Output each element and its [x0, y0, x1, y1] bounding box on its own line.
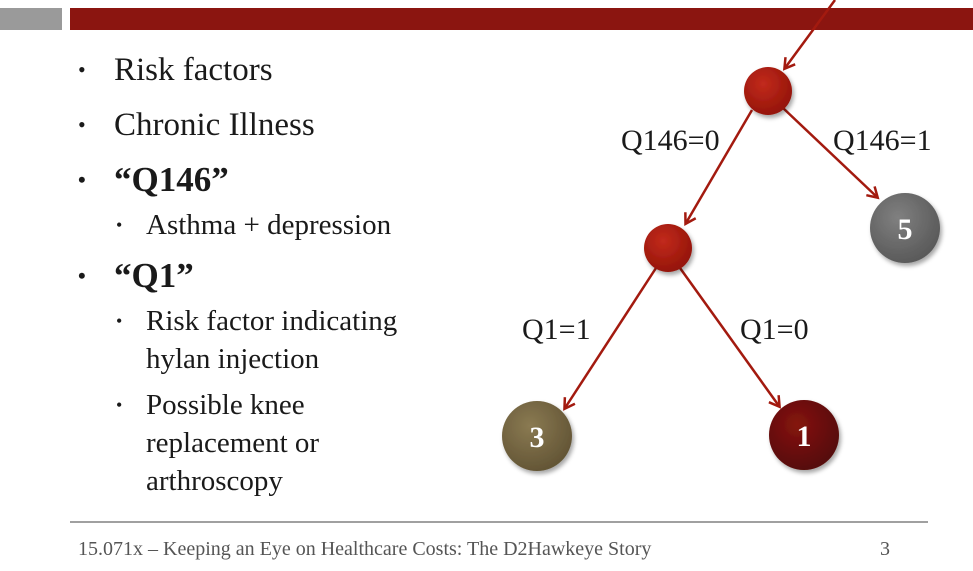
bullet-text: Chronic Illness	[114, 107, 315, 143]
bullet-dot: •	[116, 215, 123, 235]
sub-bullet-q1-knee: • Possible knee replacement or arthrosco…	[78, 386, 508, 500]
edge-mid-right	[678, 267, 779, 406]
page-number: 3	[880, 538, 890, 560]
bullet-chronic-illness: • Chronic Illness	[78, 105, 508, 145]
header-red-bar	[70, 8, 973, 30]
footer-divider	[70, 521, 928, 523]
leaf-node-3	[502, 401, 572, 471]
leaf-node-1	[769, 400, 839, 470]
leaf-label-3: 3	[530, 421, 545, 454]
leaf-label-5: 5	[898, 213, 913, 246]
bullet-text: “Q1”	[114, 256, 194, 295]
bullet-dot: •	[78, 167, 86, 192]
leaf-node-5	[870, 193, 940, 263]
edge-mid-left	[565, 267, 658, 408]
bullet-dot: •	[116, 311, 123, 331]
split-node-mid	[644, 224, 692, 272]
leaf-label-1: 1	[797, 420, 812, 453]
edge-label-q1-1: Q1=1	[522, 313, 591, 346]
bullet-list: • Risk factors • Chronic Illness • “Q146…	[78, 50, 508, 508]
bullet-q146: • “Q146”	[78, 160, 508, 200]
bullet-text-line1: Possible knee	[146, 389, 305, 421]
edge-label-q146-0: Q146=0	[621, 124, 720, 157]
edge-incoming	[785, 0, 837, 68]
bullet-text-line2: hylan injection	[146, 343, 320, 375]
bullet-dot: •	[78, 112, 86, 137]
footer-title: 15.071x – Keeping an Eye on Healthcare C…	[78, 538, 652, 560]
sub-bullet-q1-risk: • Risk factor indicating hylan injection	[78, 302, 508, 378]
header-gray-bar	[0, 8, 62, 30]
bullet-dot: •	[78, 57, 86, 82]
sub-bullet-q146: • Asthma + depression	[78, 206, 508, 244]
bullet-text: Asthma + depression	[146, 209, 392, 241]
edge-label-q1-0: Q1=0	[740, 313, 809, 346]
bullet-text: Risk factors	[114, 52, 273, 88]
edge-root-left	[686, 109, 754, 223]
bullet-dot: •	[78, 263, 86, 288]
bullet-text-line3: arthroscopy	[146, 465, 283, 497]
bullet-risk-factors: • Risk factors	[78, 50, 508, 90]
edge-label-q146-1: Q146=1	[833, 124, 932, 157]
bullet-dot: •	[116, 395, 123, 415]
split-node-root	[744, 67, 792, 115]
bullet-q1: • “Q1”	[78, 256, 508, 296]
bullet-text-line2: replacement or	[146, 427, 320, 459]
edge-root-right	[782, 107, 877, 197]
bullet-text-line1: Risk factor indicating	[146, 305, 398, 337]
bullet-text: “Q146”	[114, 160, 229, 199]
